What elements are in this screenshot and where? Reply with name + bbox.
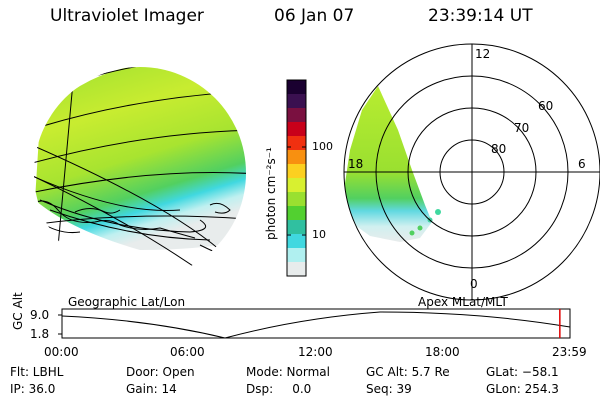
colorbar-strip — [287, 220, 306, 235]
globe-emission — [35, 67, 246, 250]
polar-emission — [344, 86, 432, 242]
mlt-label-18: 18 — [348, 157, 364, 171]
colorbar-tick-100: 100 — [312, 140, 333, 153]
colorbar-strip — [287, 108, 306, 123]
gc-alt-status: GC Alt: 5.7 Re — [366, 365, 450, 379]
mlat-label-80: 80 — [491, 142, 507, 156]
timeline-x-tick: 06:00 — [170, 345, 205, 359]
instrument-title: Ultraviolet Imager — [50, 6, 204, 26]
timeline-y-tick-min: 1.8 — [30, 327, 50, 341]
dsp-status: Dsp: 0.0 — [246, 382, 312, 396]
colorbar-strip — [287, 94, 306, 109]
colorbar-strip — [287, 262, 306, 277]
colorbar-strip — [287, 150, 306, 165]
timeline-x-tick: 18:00 — [425, 345, 460, 359]
ip-status: IP: 36.0 — [10, 382, 56, 396]
timeline-x-tick: 23:59 — [552, 345, 587, 359]
filter-status: Flt: LBHL — [10, 365, 64, 379]
timeline-x-tick: 00:00 — [44, 345, 79, 359]
date-label: 06 Jan 07 — [274, 6, 355, 26]
colorbar-strip — [287, 80, 306, 95]
altitude-curve — [61, 311, 571, 339]
colorbar-strip — [287, 206, 306, 221]
glat-status: GLat: −58.1 — [486, 365, 559, 379]
mlat-label-60: 60 — [538, 99, 554, 113]
gain-status: Gain: 14 — [126, 382, 177, 396]
colorbar-strip — [287, 122, 306, 137]
colorbar-strip — [287, 192, 306, 207]
timeline-x-tick: 12:00 — [298, 345, 333, 359]
timeline-y-tick-max: 9.0 — [30, 308, 50, 322]
colorbar-strip — [287, 136, 306, 151]
mlat-label-70: 70 — [514, 121, 530, 135]
mlt-label-6: 6 — [578, 157, 586, 171]
colorbar-strip — [287, 164, 306, 179]
seq-status: Seq: 39 — [366, 382, 412, 396]
timeline-y-label: GC Alt — [11, 292, 25, 330]
mlt-label-0: 0 — [470, 277, 478, 291]
mlt-label-12: 12 — [475, 47, 491, 61]
door-status: Door: Open — [126, 365, 195, 379]
mode-status: Mode: Normal — [246, 365, 330, 379]
time-label: 23:39:14 UT — [428, 6, 533, 26]
right-projection-label: Apex MLat/MLT — [418, 295, 508, 309]
colorbar-strip — [287, 234, 306, 249]
colorbar-strip — [287, 248, 306, 263]
colorbar-strip — [287, 178, 306, 193]
colorbar-tick-10: 10 — [312, 228, 326, 241]
glon-status: GLon: 254.3 — [486, 382, 559, 396]
left-projection-label: Geographic Lat/Lon — [68, 295, 186, 309]
